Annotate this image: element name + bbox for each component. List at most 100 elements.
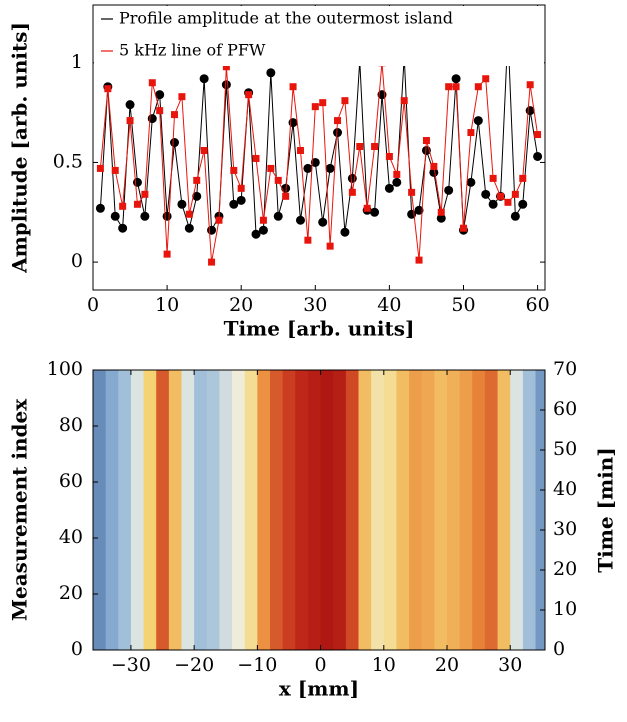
marker: [230, 166, 238, 174]
marker: [325, 163, 335, 173]
heat-column: [421, 370, 435, 650]
heat-column: [270, 370, 284, 650]
heat-column: [194, 370, 208, 650]
heat-column: [232, 370, 246, 650]
series-line: [99, 62, 539, 263]
y-tick-label: 100: [47, 358, 83, 380]
marker: [178, 93, 186, 101]
marker: [132, 177, 142, 187]
marker: [282, 192, 290, 200]
marker: [429, 167, 439, 177]
marker: [422, 137, 430, 145]
heat-column: [522, 370, 537, 650]
marker: [511, 190, 519, 198]
marker: [385, 152, 393, 160]
heat-column: [307, 370, 322, 650]
marker: [236, 195, 246, 205]
y-tick-label: 0: [71, 638, 83, 660]
x-tick-label: 10: [155, 294, 179, 316]
marker: [371, 143, 379, 151]
marker: [400, 97, 408, 105]
y2-tick-label: 60: [553, 398, 577, 420]
marker: [119, 202, 127, 210]
marker: [384, 183, 394, 193]
marker: [467, 129, 475, 137]
marker: [163, 250, 171, 258]
marker: [273, 211, 283, 221]
marker: [497, 192, 505, 200]
heat-column: [181, 370, 195, 650]
heat-column: [156, 370, 170, 650]
y2-tick-label: 0: [553, 638, 565, 660]
heat-column: [320, 370, 334, 650]
marker: [296, 146, 304, 154]
heat-column: [484, 370, 499, 650]
heat-column: [434, 370, 448, 650]
x-tick-label: 20: [229, 294, 253, 316]
marker: [110, 211, 120, 221]
y-tick-label: 1: [71, 51, 83, 73]
x-tick-label: 20: [435, 654, 459, 676]
marker: [133, 200, 141, 208]
y2-tick-label: 70: [553, 358, 577, 380]
heat-column: [333, 370, 347, 650]
marker: [258, 225, 268, 235]
marker: [370, 207, 380, 217]
heat-column: [345, 370, 360, 650]
heat-column: [447, 370, 461, 650]
heat-column: [219, 370, 233, 650]
legend-label: Profile amplitude at the outermost islan…: [119, 9, 453, 28]
x-tick-label: 0: [315, 654, 327, 676]
y2-tick-label: 50: [553, 438, 577, 460]
heat-column: [371, 370, 385, 650]
marker: [96, 164, 104, 172]
y-tick-label: 0: [71, 250, 83, 272]
marker: [310, 157, 320, 167]
marker: [245, 91, 253, 99]
marker: [334, 117, 342, 125]
marker: [126, 117, 134, 125]
legend-label: 5 kHz line of PFW: [119, 41, 266, 60]
marker: [392, 177, 402, 187]
heat-column: [282, 370, 296, 650]
marker: [193, 176, 201, 184]
marker: [147, 114, 157, 124]
x-tick-label: 60: [525, 294, 549, 316]
marker: [473, 116, 483, 126]
x-tick-label: 50: [451, 294, 475, 316]
marker: [519, 174, 527, 182]
marker: [184, 223, 194, 233]
y-axis-label: Amplitude [arb. units]: [8, 22, 32, 274]
marker: [200, 146, 208, 154]
marker: [304, 236, 312, 244]
heat-column: [244, 370, 258, 650]
marker: [192, 191, 202, 201]
marker: [207, 225, 217, 235]
marker: [534, 131, 542, 139]
y2-tick-label: 10: [553, 598, 577, 620]
marker: [526, 81, 534, 89]
marker: [177, 199, 187, 209]
marker: [251, 229, 261, 239]
y2-tick-label: 20: [553, 558, 577, 580]
marker: [267, 164, 275, 172]
marker: [141, 190, 149, 198]
y-tick-label: 0.5: [53, 150, 83, 172]
marker: [274, 176, 282, 184]
marker: [466, 177, 476, 187]
marker: [222, 63, 230, 71]
marker: [437, 208, 445, 216]
marker: [326, 242, 334, 250]
marker: [518, 199, 528, 209]
marker: [393, 170, 401, 178]
marker: [125, 100, 135, 110]
marker: [474, 83, 482, 91]
plot-frame: [92, 4, 546, 291]
heat-column: [396, 370, 410, 650]
marker: [104, 85, 112, 93]
x-tick-label: −20: [174, 654, 214, 676]
marker: [452, 83, 460, 91]
y-axis-label: Measurement index: [8, 398, 32, 621]
